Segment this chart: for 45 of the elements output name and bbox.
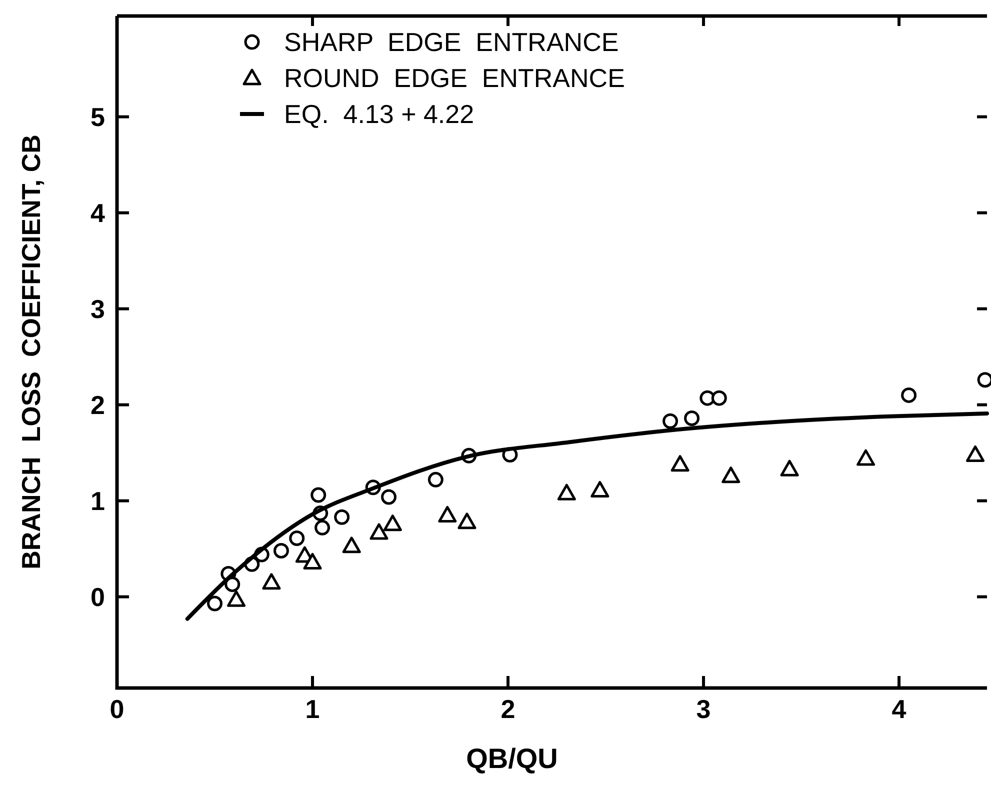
point [670, 455, 690, 472]
point [314, 520, 330, 536]
x-axis-title: QB/QU [466, 743, 558, 774]
x-tick-label: 3 [696, 694, 711, 724]
x-tick-label: 4 [892, 694, 907, 724]
point [428, 472, 444, 488]
point [342, 536, 361, 554]
legend-label: EQ. 4.13 + 4.22 [284, 99, 474, 129]
point [557, 484, 576, 500]
point [780, 460, 799, 476]
y-tick-label: 3 [90, 294, 105, 324]
point [310, 487, 326, 503]
point [289, 530, 305, 546]
point [856, 449, 876, 466]
x-tick-label: 1 [305, 694, 320, 724]
point [207, 596, 223, 612]
y-tick-label: 5 [90, 102, 105, 132]
point [722, 466, 740, 484]
legend-label: SHARP EDGE ENTRANCE [284, 27, 619, 57]
point [901, 387, 917, 403]
point [334, 509, 350, 525]
point [438, 506, 457, 522]
point [224, 576, 240, 592]
y-tick-label: 1 [90, 486, 105, 516]
y-tick-label: 0 [90, 582, 105, 612]
point [227, 590, 246, 607]
x-tick-label: 0 [110, 694, 124, 724]
point [662, 413, 678, 429]
point [458, 512, 476, 530]
point [303, 552, 322, 570]
point [370, 523, 388, 540]
point [381, 489, 397, 505]
x-tick-label: 2 [500, 694, 516, 724]
point [383, 514, 402, 532]
point [273, 542, 289, 558]
point [966, 445, 985, 462]
y-axis-title: BRANCH LOSS COEFFICIENT, CB [16, 134, 46, 570]
point [684, 410, 700, 426]
line-series [185, 411, 989, 621]
point [590, 480, 610, 498]
y-tick-label: 4 [90, 198, 106, 228]
point [711, 390, 727, 406]
legend-label: ROUND EDGE ENTRANCE [284, 63, 625, 93]
point [262, 573, 281, 590]
y-tick-label: 2 [90, 390, 105, 420]
